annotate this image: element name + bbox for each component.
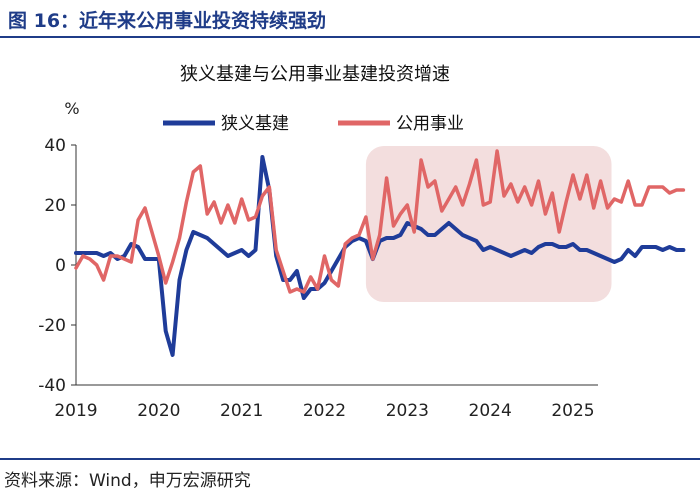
x-tick-label: 2021 — [220, 401, 263, 421]
x-tick-label: 2024 — [469, 401, 512, 421]
x-tick-label: 2023 — [386, 401, 429, 421]
x-tick-label: 2022 — [303, 401, 346, 421]
header-rule — [0, 36, 700, 38]
legend-label: 公用事业 — [396, 114, 464, 134]
y-tick-label: 40 — [44, 136, 66, 156]
x-tick-label: 2019 — [54, 401, 97, 421]
footer-rule — [0, 458, 700, 460]
y-tick-label: -40 — [38, 376, 66, 396]
series-line-utilities — [74, 149, 686, 294]
chart-title: 狭义基建与公用事业基建投资增速 — [180, 64, 450, 85]
x-tick-label: 2025 — [551, 401, 594, 421]
y-tick-label: -20 — [38, 316, 66, 336]
y-tick-label: 0 — [55, 256, 66, 276]
figure-header: 图 16：近年来公用事业投资持续强劲 — [0, 0, 700, 40]
legend-label: 狭义基建 — [221, 114, 289, 134]
line-chart: 狭义基建与公用事业基建投资增速 % 40 20 0 -20 -40 2019 2020 202… — [38, 64, 686, 421]
y-tick-label: 20 — [44, 196, 66, 216]
y-axis-unit: % — [64, 99, 79, 118]
source-note: 资料来源：Wind，申万宏源研究 — [4, 471, 251, 491]
x-tick-label: 2020 — [137, 401, 180, 421]
highlight-region — [365, 146, 612, 302]
figure-title: 图 16：近年来公用事业投资持续强劲 — [8, 10, 327, 32]
